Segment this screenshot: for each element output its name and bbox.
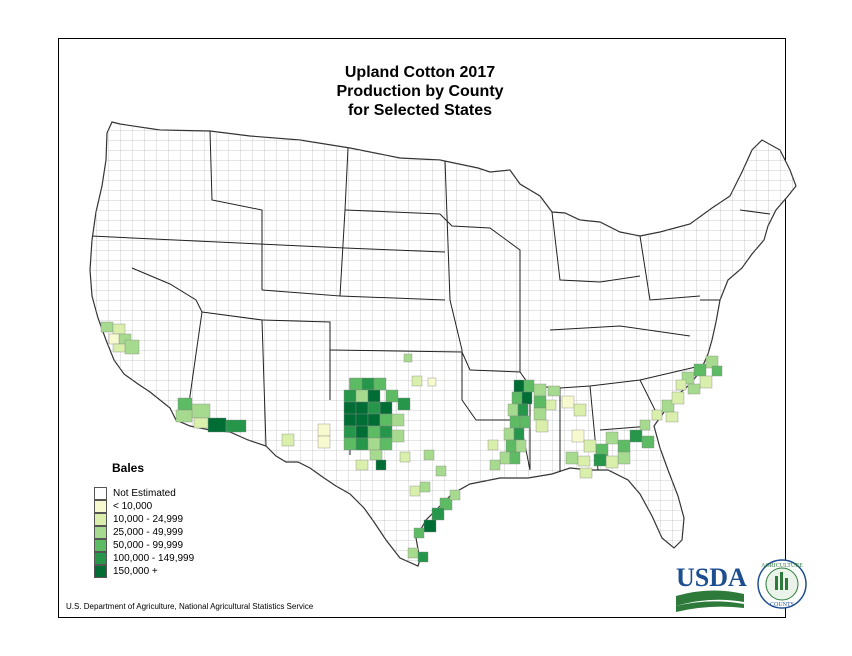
usda-logo-text: USDA bbox=[676, 563, 747, 592]
legend-label: 150,000 + bbox=[113, 566, 158, 577]
legend-label: < 10,000 bbox=[113, 501, 153, 512]
legend-label: 25,000 - 49,999 bbox=[113, 527, 184, 538]
usda-logo-swoosh bbox=[676, 590, 744, 606]
title-line-2: Production by County bbox=[336, 83, 504, 100]
legend-swatch bbox=[94, 539, 107, 552]
usda-logo: USDA AGRICULTURE COUNTS bbox=[676, 559, 807, 612]
seal-text-bottom: COUNTS bbox=[770, 602, 794, 608]
legend-label: 10,000 - 24,999 bbox=[113, 514, 184, 525]
title-line-3: for Selected States bbox=[347, 102, 493, 119]
usda-logo-swoosh-lower bbox=[676, 601, 744, 612]
cotton-production-counties bbox=[100, 321, 723, 563]
legend-label: Not Estimated bbox=[113, 488, 176, 499]
legend-swatch bbox=[94, 565, 107, 578]
agriculture-counts-seal: AGRICULTURE COUNTS bbox=[757, 559, 807, 609]
us-landmass bbox=[89, 121, 797, 567]
legend-label: 50,000 - 99,999 bbox=[113, 540, 184, 551]
legend-swatch bbox=[94, 513, 107, 526]
legend-swatch bbox=[94, 500, 107, 513]
seal-text-top: AGRICULTURE bbox=[761, 563, 803, 569]
state-boundaries bbox=[90, 130, 771, 476]
legend-swatch bbox=[94, 487, 107, 500]
map-title: Upland Cotton 2017 Production by County … bbox=[300, 63, 540, 120]
legend-title: Bales bbox=[112, 461, 145, 475]
legend-label: 100,000 - 149,999 bbox=[113, 553, 195, 564]
source-credit: U.S. Department of Agriculture, National… bbox=[66, 602, 314, 611]
legend-swatch bbox=[94, 552, 107, 565]
title-line-1: Upland Cotton 2017 bbox=[344, 64, 496, 81]
legend-swatch bbox=[94, 526, 107, 539]
